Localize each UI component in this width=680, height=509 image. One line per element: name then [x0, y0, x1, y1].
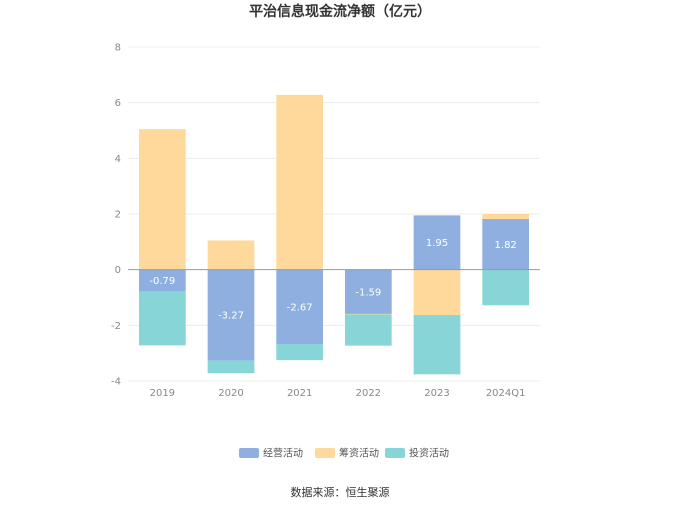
grid	[128, 46, 540, 382]
bar-经营活动-2019	[138, 269, 186, 292]
legend-item-label: 投资活动	[409, 447, 449, 460]
x-tick-label: 2024Q1	[486, 388, 526, 399]
legend-item-label: 筹资活动	[339, 447, 379, 460]
legend: 经营活动 筹资活动 投资活动	[239, 447, 449, 460]
bar-筹资活动-2020	[207, 240, 255, 270]
bar-经营活动-2022	[344, 269, 392, 314]
x-tick-label: 2022	[356, 388, 381, 399]
x-tick-label: 2019	[150, 388, 175, 399]
bar-投资活动-2022	[344, 314, 392, 346]
bar-value-label: -3.27	[218, 311, 244, 322]
data-source: 数据来源：恒生聚源	[291, 485, 390, 499]
bar-筹资活动-2022	[344, 313, 392, 315]
bar-筹资活动-2024Q1	[482, 214, 530, 220]
bar-投资活动-2020	[207, 360, 255, 374]
y-tick-label: 8	[115, 43, 121, 54]
x-tick-label: 2020	[218, 388, 243, 399]
y-tick-label: 6	[115, 98, 121, 109]
bar-投资活动-2023	[413, 315, 461, 375]
bar-value-label: -0.79	[149, 276, 175, 287]
x-tick-label: 2021	[287, 388, 312, 399]
bar-筹资活动-2023	[413, 269, 461, 316]
bar-value-label: -1.59	[355, 287, 381, 298]
y-tick-label: 2	[115, 210, 121, 221]
bar-经营活动-2021	[276, 269, 324, 344]
bar-筹资活动-2019	[138, 129, 186, 270]
legend-swatch	[385, 448, 405, 458]
y-tick-label: -4	[111, 377, 121, 388]
legend-swatch	[315, 448, 335, 458]
legend-swatch	[239, 448, 259, 458]
bar-投资活动-2024Q1	[482, 269, 530, 306]
bar-value-label: 1.82	[495, 240, 517, 251]
y-tick-label: -2	[111, 321, 121, 332]
legend-item-label: 经营活动	[263, 447, 303, 460]
bar-value-label: 1.95	[426, 238, 448, 249]
y-tick-label: 4	[115, 154, 121, 165]
x-axis-ticks: 2019 2020 2021 2022 2023 2024Q1	[150, 388, 526, 399]
y-tick-label: 0	[115, 265, 121, 276]
bars	[138, 94, 530, 375]
bar-经营活动-2023	[413, 215, 461, 270]
bar-投资活动-2021	[276, 343, 324, 361]
chart-title: 平治信息现金流净额（亿元）	[249, 3, 431, 20]
y-axis-ticks: 8 6 4 2 0 -2 -4	[111, 43, 121, 388]
bar-labels: -0.79 -3.27 -2.67 -1.59 1.95 1.82	[149, 238, 516, 322]
bar-投资活动-2019	[138, 291, 186, 346]
bar-经营活动-2024Q1	[482, 219, 530, 270]
x-tick-label: 2023	[424, 388, 449, 399]
bar-value-label: -2.67	[287, 302, 313, 313]
bar-经营活动-2020	[207, 269, 255, 361]
bar-筹资活动-2021	[276, 94, 324, 270]
